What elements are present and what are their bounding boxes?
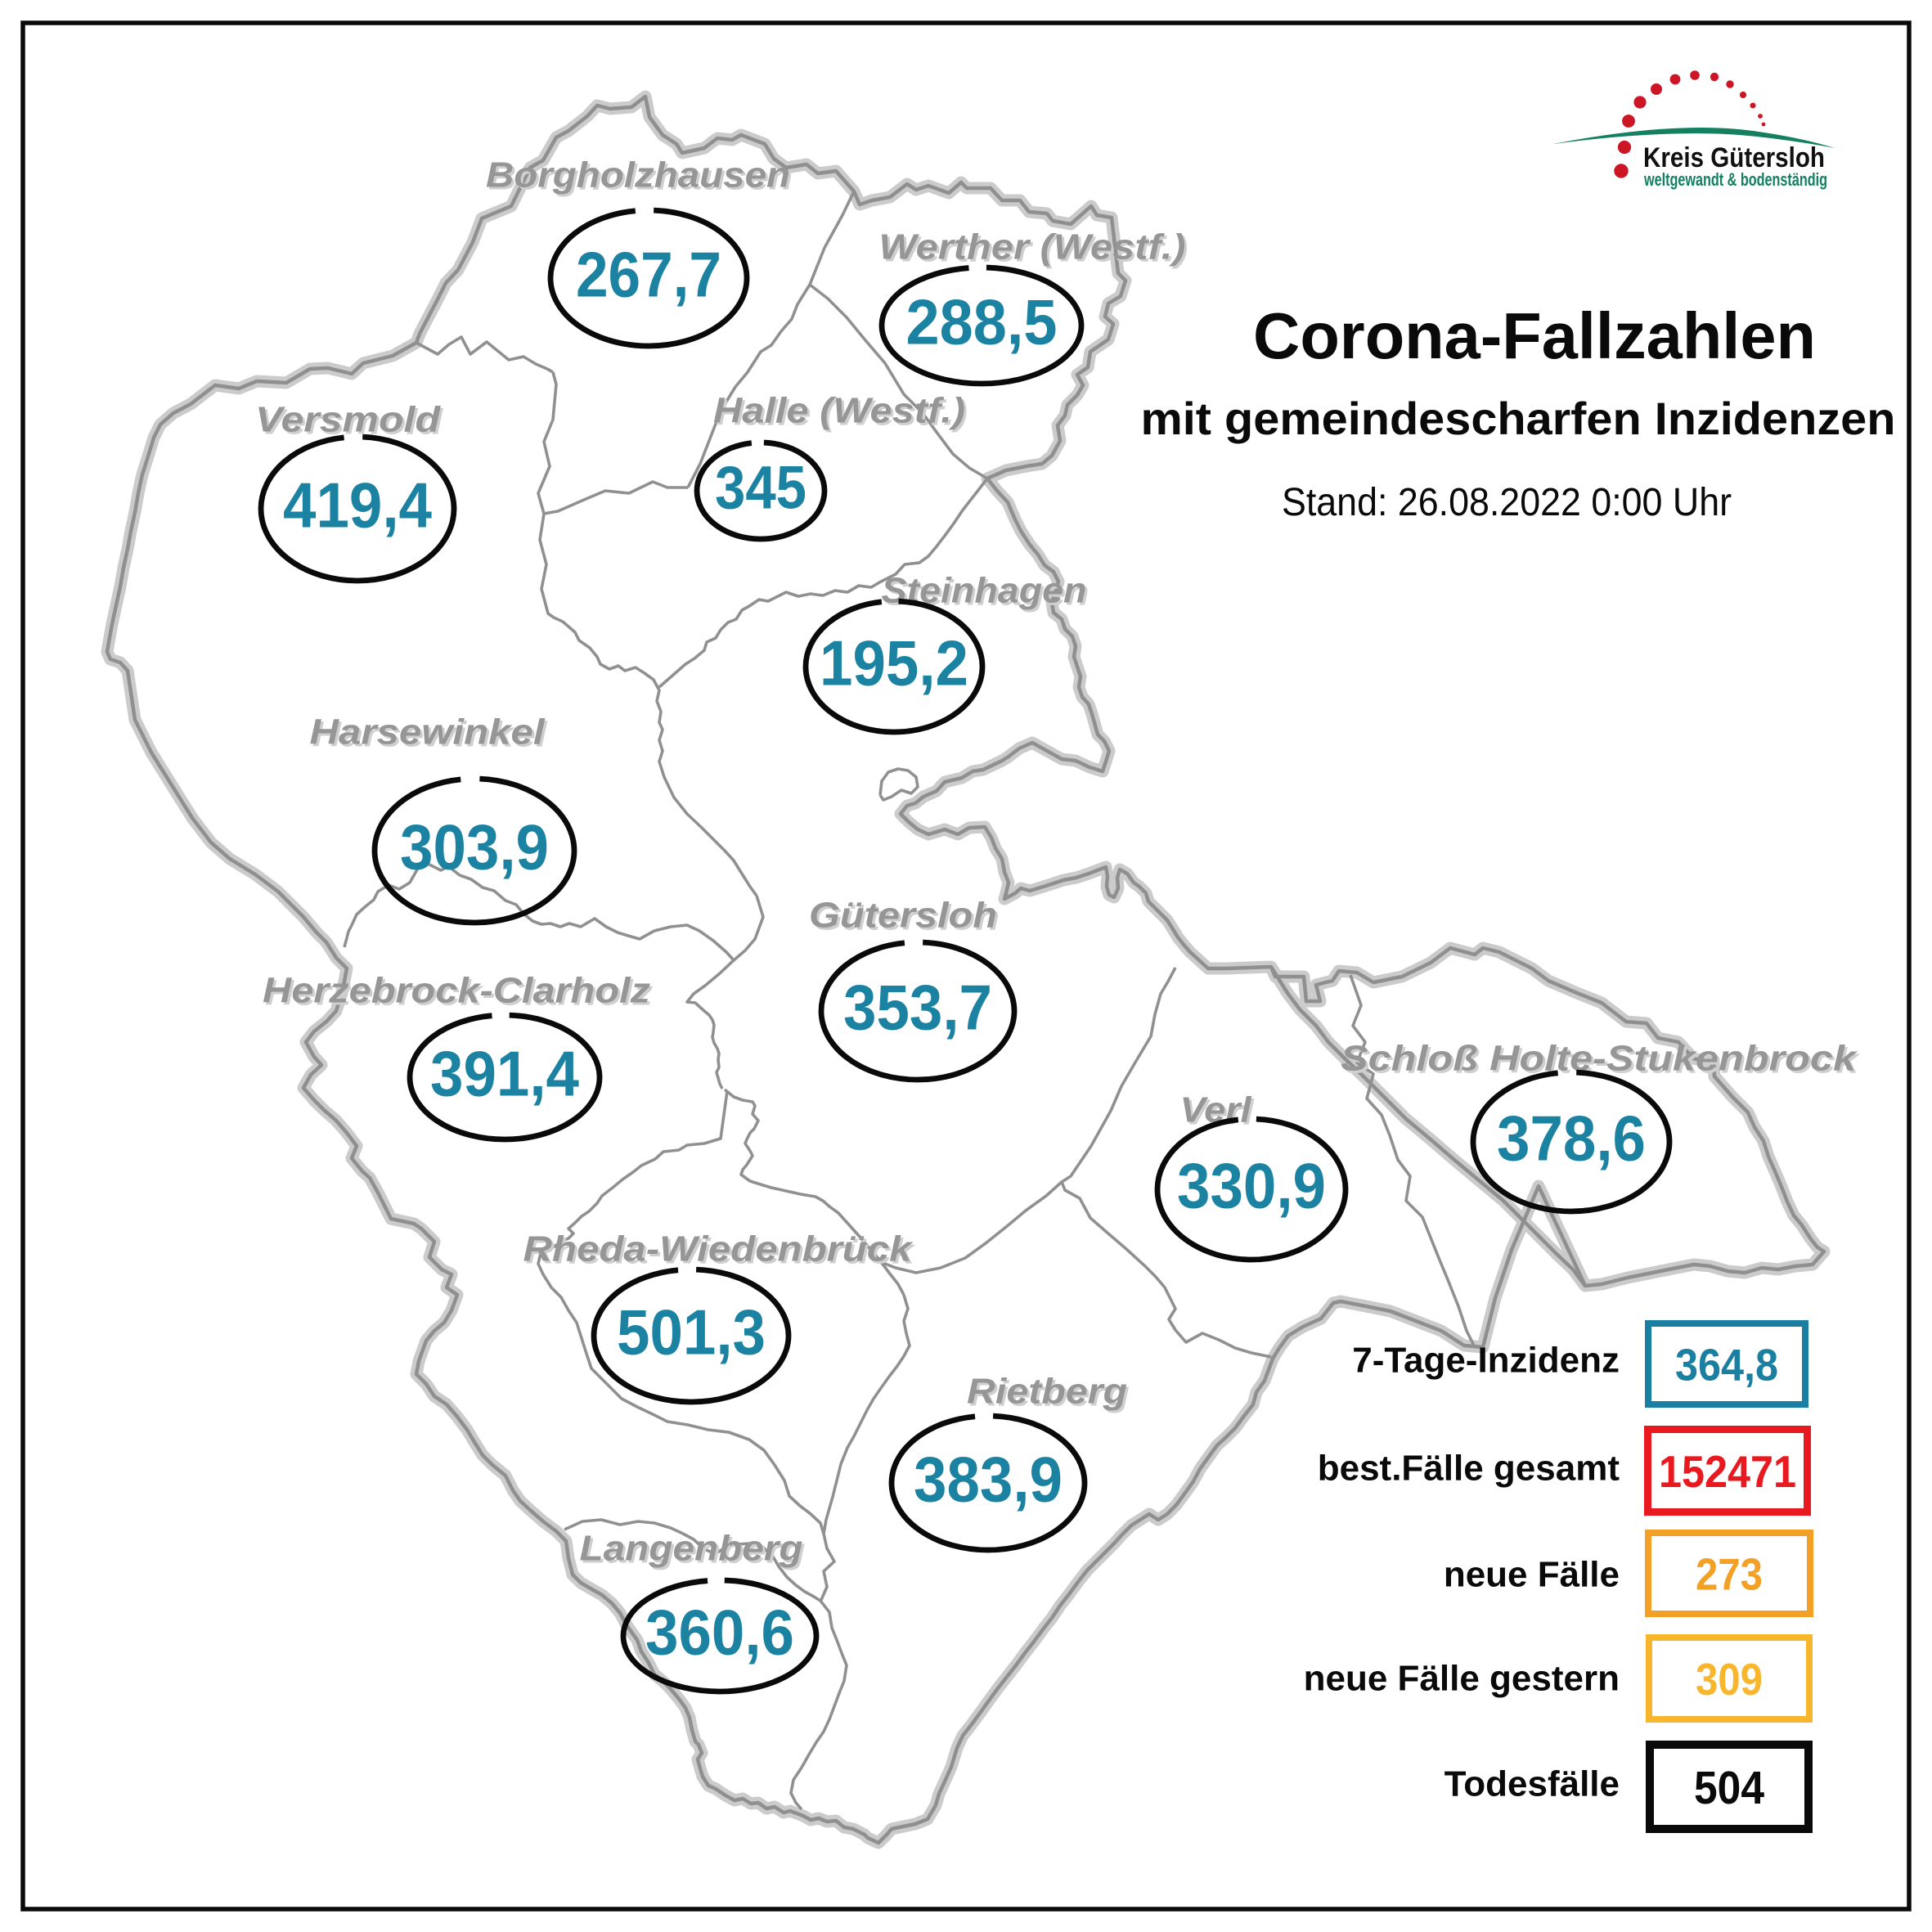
svg-text:378,6: 378,6 [1497,1103,1646,1175]
svg-text:364,8: 364,8 [1675,1339,1778,1390]
svg-text:195,2: 195,2 [820,627,968,699]
svg-text:Harsewinkel: Harsewinkel [310,712,546,753]
svg-text:Stand: 26.08.2022 0:00 Uhr: Stand: 26.08.2022 0:00 Uhr [1282,481,1732,524]
svg-text:Gütersloh: Gütersloh [811,898,1000,938]
svg-text:Borgholzhausen: Borgholzhausen [486,155,790,195]
svg-text:288,5: 288,5 [906,286,1058,358]
svg-text:Borgholzhausen: Borgholzhausen [488,158,793,198]
svg-text:345: 345 [715,453,806,521]
svg-text:360,6: 360,6 [645,1597,794,1669]
svg-text:Langenberg: Langenberg [580,1529,803,1569]
svg-text:353,7: 353,7 [843,972,992,1044]
svg-text:Kreis Gütersloh: Kreis Gütersloh [1643,142,1825,173]
svg-text:Gütersloh: Gütersloh [809,896,997,936]
svg-text:best.Fälle gesamt: best.Fälle gesamt [1318,1449,1620,1489]
svg-text:383,9: 383,9 [914,1444,1063,1516]
svg-text:mit gemeindescharfen Inzidenze: mit gemeindescharfen Inzidenzen [1141,393,1896,444]
svg-text:Todesfälle: Todesfälle [1445,1764,1620,1804]
svg-text:Schloß Holte-Stukenbrock: Schloß Holte-Stukenbrock [1341,1039,1858,1079]
svg-text:weltgewandt & bodenständig: weltgewandt & bodenständig [1643,169,1827,190]
svg-text:Steinhagen: Steinhagen [884,573,1090,613]
svg-text:Rheda-Wiedenbrück: Rheda-Wiedenbrück [526,1232,917,1272]
svg-text:Rietberg: Rietberg [967,1372,1127,1412]
svg-text:Rietberg: Rietberg [969,1374,1130,1414]
svg-text:330,9: 330,9 [1177,1150,1326,1222]
svg-text:501,3: 501,3 [617,1296,766,1368]
svg-text:Versmold: Versmold [258,402,443,443]
svg-text:152471: 152471 [1659,1446,1796,1497]
svg-text:391,4: 391,4 [430,1038,579,1110]
svg-text:neue Fälle gestern: neue Fälle gestern [1304,1659,1620,1699]
svg-text:Corona-Fallzahlen: Corona-Fallzahlen [1253,299,1816,372]
svg-text:303,9: 303,9 [400,811,549,883]
svg-text:Werther (Westf.): Werther (Westf.) [882,230,1188,270]
svg-text:Versmold: Versmold [255,400,441,440]
svg-text:Herzebrock-Clarholz: Herzebrock-Clarholz [265,973,653,1013]
svg-text:267,7: 267,7 [576,239,721,311]
svg-text:7-Tage-Inzidenz: 7-Tage-Inzidenz [1352,1341,1620,1381]
svg-text:Halle (Westf.): Halle (Westf.) [716,393,968,434]
svg-text:419,4: 419,4 [283,470,432,541]
svg-text:309: 309 [1696,1654,1763,1705]
svg-text:504: 504 [1694,1762,1764,1814]
svg-text:273: 273 [1696,1548,1763,1599]
svg-text:Langenberg: Langenberg [582,1531,806,1571]
svg-text:neue Fälle: neue Fälle [1444,1555,1620,1595]
svg-text:Harsewinkel: Harsewinkel [312,715,548,755]
svg-text:Herzebrock-Clarholz: Herzebrock-Clarholz [263,971,650,1011]
svg-text:Werther (Westf.): Werther (Westf.) [879,227,1186,267]
svg-text:Halle (Westf.): Halle (Westf.) [713,391,965,431]
svg-text:Rheda-Wiedenbrück: Rheda-Wiedenbrück [523,1229,914,1269]
